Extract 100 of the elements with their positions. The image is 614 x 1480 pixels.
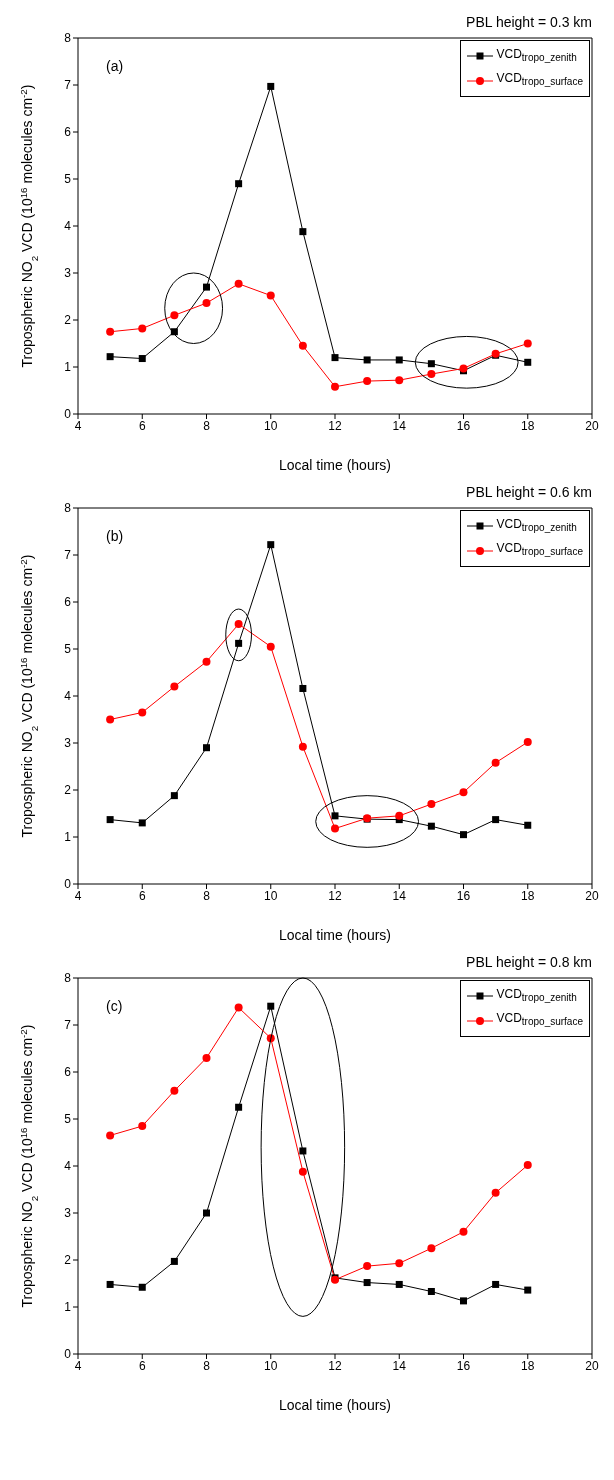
point [106, 1280, 114, 1288]
y-tick-label: 2 [64, 783, 72, 798]
point [170, 792, 178, 800]
point [138, 1283, 146, 1291]
point [524, 358, 532, 366]
point [427, 1287, 435, 1295]
x-tick-label: 20 [585, 1358, 599, 1373]
y-tick-label: 7 [64, 548, 72, 563]
point [235, 1103, 243, 1111]
point [492, 1280, 500, 1288]
y-tick-label: 3 [64, 736, 72, 751]
x-tick-label: 4 [74, 888, 82, 903]
x-axis-title: Local time (hours) [278, 927, 392, 943]
point [202, 1053, 211, 1062]
x-tick-label: 10 [264, 418, 278, 433]
y-tick-label: 7 [64, 1018, 72, 1033]
point [363, 1262, 372, 1271]
point [395, 1259, 404, 1268]
y-tick-label: 0 [64, 407, 72, 422]
point [202, 299, 211, 308]
x-tick-label: 4 [74, 418, 82, 433]
point [138, 708, 147, 717]
legend-label: VCD$_{tropo_zenith}$ [496, 47, 577, 64]
x-tick-label: 6 [138, 888, 146, 903]
point [395, 376, 404, 385]
y-tick-label: 2 [64, 313, 72, 328]
point [299, 1147, 307, 1155]
x-tick-label: 10 [264, 888, 278, 903]
y-tick-label: 7 [64, 78, 72, 93]
y-tick-label: 3 [64, 266, 72, 281]
point [267, 1002, 275, 1010]
legend-label: VCD$_{tropo_zenith}$ [496, 987, 577, 1004]
x-tick-label: 16 [456, 418, 471, 433]
point [523, 339, 532, 348]
legend-label: VCD$_{tropo_zenith}$ [496, 517, 577, 534]
x-tick-label: 16 [456, 888, 471, 903]
x-tick-label: 20 [585, 418, 599, 433]
point [395, 356, 403, 364]
text: (c) [106, 998, 123, 1014]
x-tick-label: 18 [521, 888, 535, 903]
point [266, 642, 275, 651]
y-tick-label: 6 [64, 1065, 72, 1080]
x-tick-label: 8 [203, 418, 211, 433]
point [106, 353, 114, 361]
point [202, 657, 211, 666]
point [106, 1131, 115, 1140]
point [266, 291, 275, 300]
x-tick-label: 4 [74, 1358, 82, 1373]
x-axis-title: Local time (hours) [278, 457, 392, 473]
x-tick-label: 6 [138, 418, 146, 433]
point [298, 742, 307, 751]
x-tick-label: 8 [203, 1358, 211, 1373]
point [203, 744, 210, 752]
x-tick-label: 10 [264, 1358, 278, 1373]
point [299, 684, 307, 692]
point [106, 715, 115, 724]
point [427, 1244, 436, 1253]
point [491, 758, 500, 767]
point [363, 356, 371, 364]
point [170, 1257, 178, 1265]
point [363, 377, 372, 386]
legend-label: VCD$_{tropo_surface}$ [496, 1011, 583, 1028]
point [203, 283, 210, 291]
point [235, 639, 243, 647]
point [331, 382, 339, 391]
point [267, 82, 275, 90]
point [138, 1122, 147, 1131]
y-tick-label: 5 [64, 1112, 72, 1127]
point [138, 324, 147, 333]
point [331, 354, 339, 362]
point [427, 800, 436, 809]
x-tick-label: 14 [392, 888, 407, 903]
point [460, 831, 467, 839]
point [170, 311, 179, 320]
x-tick-label: 6 [138, 1358, 146, 1373]
point [395, 1280, 403, 1288]
point [235, 180, 243, 188]
y-tick-label: 8 [64, 31, 72, 46]
point [427, 370, 436, 379]
point [524, 821, 532, 829]
x-tick-label: 20 [585, 888, 599, 903]
x-tick-label: 16 [456, 1358, 471, 1373]
point [524, 1286, 532, 1294]
point [523, 1161, 532, 1170]
legend-label: VCD$_{tropo_surface}$ [496, 541, 583, 558]
point [203, 1209, 210, 1217]
point [299, 228, 307, 236]
legend-label: VCD$_{tropo_surface}$ [496, 71, 583, 88]
y-tick-label: 5 [64, 642, 72, 657]
point [138, 819, 146, 827]
x-tick-label: 14 [392, 1358, 407, 1373]
point [106, 816, 114, 824]
point [427, 360, 435, 368]
y-tick-label: 1 [64, 830, 72, 845]
x-tick-label: 14 [392, 418, 407, 433]
point [395, 811, 404, 820]
point [234, 279, 243, 288]
y-tick-label: 2 [64, 1253, 72, 1268]
point [138, 355, 146, 363]
point [363, 1279, 371, 1287]
